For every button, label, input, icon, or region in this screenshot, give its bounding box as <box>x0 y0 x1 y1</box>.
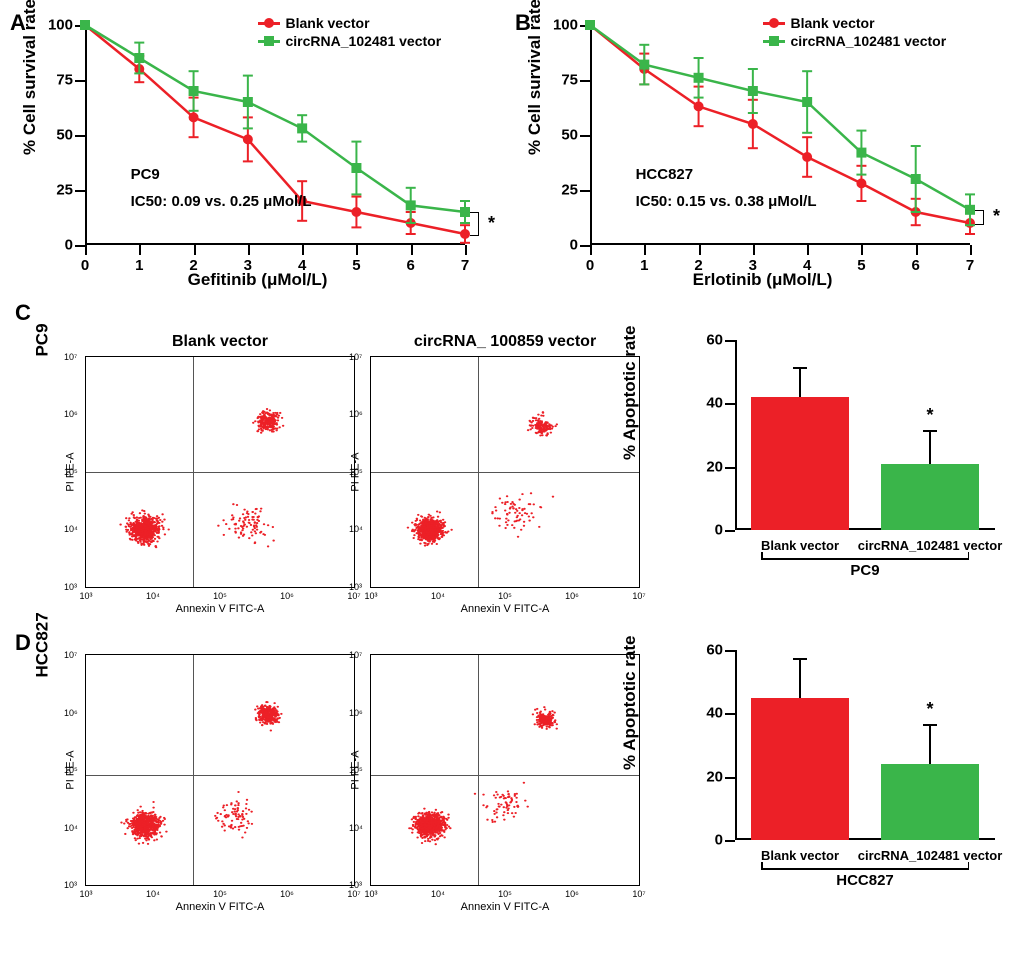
panel-a-ylabel: % Cell survival rate <box>20 0 40 155</box>
panel-d-row: D HCC827 10³10³10⁴10⁴10⁵10⁵10⁶10⁶10⁷10⁷P… <box>15 640 1005 900</box>
panel-b-xlabel: Erlotinib (μMol/L) <box>693 270 833 290</box>
panel-c-row: C PC9 Blank vector 10³10³10⁴10⁴10⁵10⁵10⁶… <box>15 330 1005 590</box>
panel-c-header2: circRNA_ 100859 vector <box>370 333 640 351</box>
panel-d-flow1: 10³10³10⁴10⁴10⁵10⁵10⁶10⁶10⁷10⁷PI PE-AAnn… <box>85 654 355 886</box>
panel-b-plot: 025507510001234567HCC827IC50: 0.15 vs. 0… <box>590 25 970 245</box>
panel-c-flow1: 10³10³10⁴10⁴10⁵10⁵10⁶10⁶10⁷10⁷PI PE-AAnn… <box>85 356 355 588</box>
panel-d-flow2: 10³10³10⁴10⁴10⁵10⁵10⁶10⁶10⁷10⁷PI PE-AAnn… <box>370 654 640 886</box>
panel-a-plot: 025507510001234567PC9IC50: 0.09 vs. 0.25… <box>85 25 465 245</box>
panel-b: B Blank vectorcircRNA_102481 vector % Ce… <box>520 15 1005 295</box>
panel-b-ylabel: % Cell survival rate <box>525 0 545 155</box>
panel-a-xlabel: Gefitinib (μMol/L) <box>188 270 328 290</box>
panel-c-rowlabel: PC9 <box>33 313 53 368</box>
panel-a: A Blank vectorcircRNA_102481 vector % Ce… <box>15 15 500 295</box>
panel-d-label: D <box>15 630 31 656</box>
panel-c-header1: Blank vector <box>85 333 355 351</box>
panel-c-label: C <box>15 300 31 326</box>
panel-d-bar: 0204060Blank vector*circRNA_102481 vecto… <box>675 640 1005 900</box>
panel-d-flow1-wrap: 10³10³10⁴10⁴10⁵10⁵10⁶10⁶10⁷10⁷PI PE-AAnn… <box>85 654 355 886</box>
panel-c-bar: 0204060Blank vector*circRNA_102481 vecto… <box>675 330 1005 590</box>
figure-grid: A Blank vectorcircRNA_102481 vector % Ce… <box>15 15 1005 900</box>
panel-c-flow2: 10³10³10⁴10⁴10⁵10⁵10⁶10⁶10⁷10⁷PI PE-AAnn… <box>370 356 640 588</box>
panel-c-flow1-wrap: Blank vector 10³10³10⁴10⁴10⁵10⁵10⁶10⁶10⁷… <box>85 333 355 588</box>
panel-d-flow2-wrap: 10³10³10⁴10⁴10⁵10⁵10⁶10⁶10⁷10⁷PI PE-AAnn… <box>370 654 640 886</box>
panel-d-rowlabel: HCC827 <box>33 623 53 678</box>
panel-c-flow2-wrap: circRNA_ 100859 vector 10³10³10⁴10⁴10⁵10… <box>370 333 640 588</box>
